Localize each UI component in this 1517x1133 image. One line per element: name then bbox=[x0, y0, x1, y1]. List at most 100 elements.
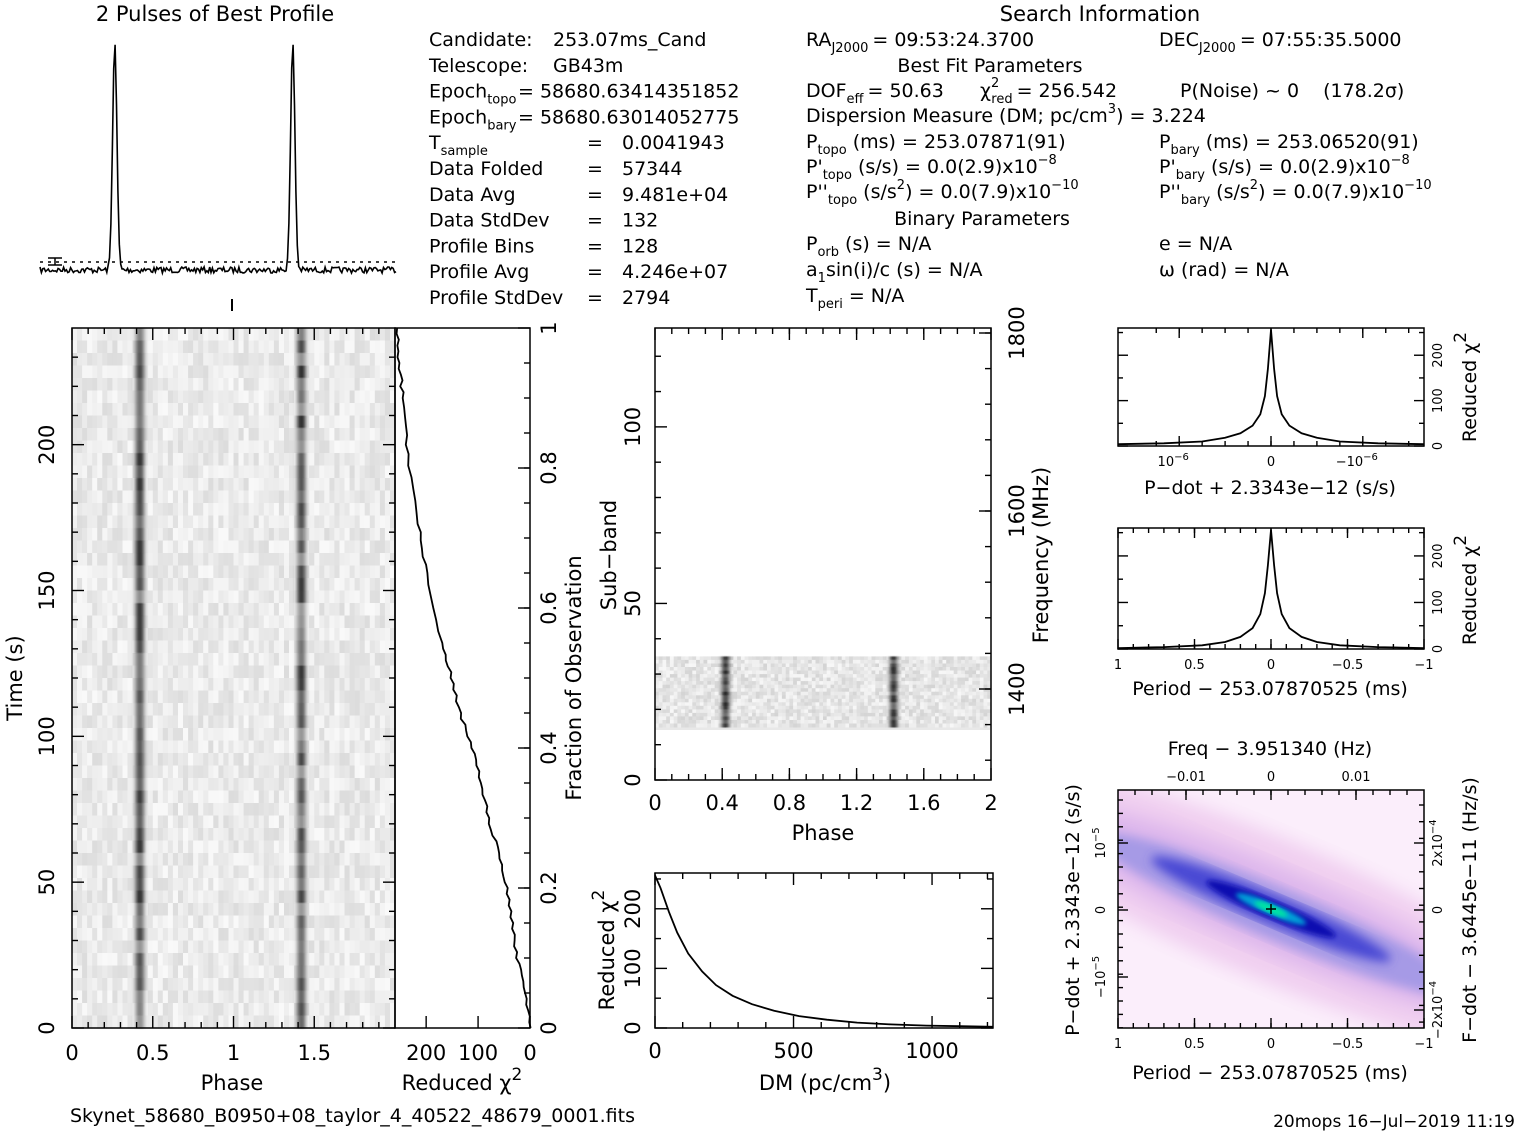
pdot-chi2-plot: 10−6 0 −10−6 0 100 200 P−dot + 2.3343e−12 (s/… bbox=[1117, 327, 1481, 499]
period-pdot-plot: Freq − 3.951340 (Hz) 1 0.5 0 −0.5 −1 −0.01 0 0.… bbox=[1062, 738, 1481, 1084]
period-chi2-xlabel: Period − 253.07870525 (ms) bbox=[1132, 678, 1408, 700]
info-value: 0.0041943 bbox=[622, 132, 725, 154]
x-tick-label: 0 bbox=[1267, 455, 1275, 470]
x2-tick-label: 0.01 bbox=[1342, 770, 1371, 785]
dof-line: DOFeff = 50.63 bbox=[806, 80, 944, 107]
pnoise-line: P(Noise) ~ 0 (178.2σ) bbox=[1180, 80, 1404, 102]
info-value: 253.07ms_Cand bbox=[553, 29, 706, 51]
pdot-chi2-line bbox=[1117, 329, 1425, 446]
y-tick-label: 0 bbox=[1094, 906, 1109, 914]
omega-line: ω (rad) = N/A bbox=[1159, 259, 1289, 281]
dm-chi2-line bbox=[654, 875, 994, 1028]
y2-tick-label: 1800 bbox=[1005, 306, 1029, 359]
a1-line: a1sin(i)/c (s) = N/A bbox=[806, 259, 982, 286]
info-value: GB43m bbox=[553, 55, 623, 77]
ra-line: RAJ2000 = 09:53:24.3700 bbox=[806, 29, 1034, 56]
chi2-time-frame bbox=[394, 327, 531, 1029]
chi2-time-axes: 200 100 00 0.2 0.4 0.6 0.8 1 bbox=[406, 321, 561, 1065]
x-tick-label: 500 bbox=[773, 1039, 813, 1063]
x-tick-label: 0.8 bbox=[773, 791, 806, 815]
y-tick-label: 100 bbox=[1431, 590, 1446, 615]
info-row: Data Avg bbox=[429, 184, 516, 206]
info-row: Telescope: bbox=[428, 55, 528, 77]
x-tick-label: −1 bbox=[1414, 658, 1433, 673]
x-tick-label: 0.5 bbox=[1184, 1037, 1205, 1052]
y-tick-label: 1 bbox=[537, 321, 561, 334]
y-tick-label: 50 bbox=[35, 869, 59, 896]
subband-axes: 0 0.4 0.8 1.2 1.6 2 0 50 100 1400 1600 1800 bbox=[621, 306, 1029, 815]
info-row: Epochtopo bbox=[429, 81, 516, 108]
dm-chi2-plot: 0 500 1000 0 100 200 DM (pc/cm3) Reduced χ2 bbox=[589, 872, 994, 1095]
y-tick-label: 10−5 bbox=[1091, 827, 1109, 858]
time-phase-plot: 0 0.5 1 1.5 0 50 100 150 200 Phase Time (s) bbox=[3, 327, 396, 1095]
profile-errorbar bbox=[48, 257, 62, 266]
y-tick-label: 100 bbox=[35, 716, 59, 756]
y2-tick-label: 1600 bbox=[1005, 484, 1029, 537]
period-chi2-frame bbox=[1117, 527, 1425, 650]
footer-stamp: 20mops 16−Jul−2019 11:19 bbox=[1273, 1112, 1515, 1132]
x-tick-label: 0.5 bbox=[1184, 658, 1205, 673]
subband-ylabel: Sub−band bbox=[597, 500, 621, 610]
pddtopo-line: P''topo (s/s2) = 0.0(7.9)x10−10 bbox=[806, 178, 1079, 208]
info-value: = 58680.63414351852 bbox=[518, 81, 739, 103]
subband-phase-plot: 0 0.4 0.8 1.2 1.6 2 0 50 100 1400 1600 1800 Phase S… bbox=[597, 306, 1053, 845]
info-value: 132 bbox=[622, 210, 658, 232]
x-tick-label: 0 bbox=[1267, 658, 1275, 673]
subband-y2label: Frequency (MHz) bbox=[1029, 467, 1053, 643]
x-tick-label: 1 bbox=[1114, 1037, 1122, 1052]
info-eq: = bbox=[587, 261, 603, 283]
tperi-line: Tperi = N/A bbox=[805, 285, 904, 312]
info-eq: = bbox=[587, 210, 603, 232]
info-value: 128 bbox=[622, 235, 658, 257]
pdot-chi2-xlabel: P−dot + 2.3343e−12 (s/s) bbox=[1144, 477, 1396, 499]
dm-chi2-frame bbox=[654, 872, 994, 1029]
y-tick-label: 0.6 bbox=[537, 591, 561, 624]
info-column-2: RAJ2000 = 09:53:24.3700 Best Fit Paramete… bbox=[805, 29, 1404, 312]
x-tick-label: −0.5 bbox=[1332, 658, 1364, 673]
y-tick-label: 0.2 bbox=[537, 871, 561, 904]
y-tick-label: 0 bbox=[1431, 645, 1446, 653]
x-tick-label: −10−6 bbox=[1336, 452, 1378, 470]
x-tick-label: 0 bbox=[65, 1041, 78, 1065]
pdot-chi2-axes: 10−6 0 −10−6 0 100 200 bbox=[1118, 328, 1446, 470]
x-tick-label: 1.5 bbox=[298, 1041, 331, 1065]
y-tick-label: 200 bbox=[35, 425, 59, 465]
time-phase-xlabel: Phase bbox=[201, 1071, 264, 1095]
y-tick-label: −10−5 bbox=[1091, 956, 1109, 998]
subband-image bbox=[655, 656, 992, 728]
info-value: 4.246e+07 bbox=[622, 261, 728, 283]
period-pdot-y2label: F−dot − 3.6445e−11 (Hz/s) bbox=[1459, 777, 1481, 1043]
porb-line: Porb (s) = N/A bbox=[806, 233, 931, 260]
info-row: Data StdDev bbox=[429, 210, 550, 232]
dm-chi2-axes: 0 500 1000 0 100 200 bbox=[621, 873, 993, 1063]
info-value: = 58680.63014052775 bbox=[518, 106, 739, 128]
period-pdot-ylabel: P−dot + 2.3343e−12 (s/s) bbox=[1062, 784, 1084, 1036]
x-tick-label: 0.5 bbox=[136, 1041, 169, 1065]
info-row: Profile Bins bbox=[429, 235, 534, 257]
time-phase-ylabel: Time (s) bbox=[3, 635, 27, 721]
period-chi2-plot: 1 0.5 0 −0.5 −1 0 100 200 Period − 253.07870525… bbox=[1114, 527, 1481, 700]
time-phase-image bbox=[72, 328, 396, 1029]
y-tick-label: 0.4 bbox=[537, 731, 561, 764]
info-column-1: Candidate: 253.07ms_Cand Telescope: GB43m Ep… bbox=[428, 29, 739, 309]
info-column-3: DECJ2000 = 07:55:35.5000 Pbary (ms) = 253.… bbox=[1159, 29, 1432, 281]
info-eq: = bbox=[587, 158, 603, 180]
y2-tick-label: −2x10−4 bbox=[1428, 981, 1446, 1039]
info-value: 57344 bbox=[622, 158, 682, 180]
info-row: Tsample bbox=[428, 132, 488, 159]
y-tick-label: 100 bbox=[621, 948, 645, 988]
x-tick-label: 10−6 bbox=[1158, 452, 1189, 470]
y-tick-label: 100 bbox=[621, 407, 645, 447]
info-eq: = bbox=[587, 287, 603, 309]
pdot-chi2-ylabel: Reduced χ2 bbox=[1451, 332, 1481, 442]
chi2-line: χ2 red = 256.542 bbox=[980, 76, 1117, 107]
x-tick-label: 0.4 bbox=[705, 791, 738, 815]
pbary-line: Pbary (ms) = 253.06520(91) bbox=[1159, 131, 1419, 158]
x-tick-label: 1.2 bbox=[840, 791, 873, 815]
search-info-title: Search Information bbox=[1000, 2, 1200, 26]
footer-filename: Skynet_58680_B0950+08_taylor_4_40522_486… bbox=[70, 1105, 635, 1127]
x-tick-label: 1000 bbox=[905, 1039, 958, 1063]
x-tick-label: 1 bbox=[1114, 658, 1122, 673]
pdbary-line: P'bary (s/s) = 0.0(2.9)x10−8 bbox=[1159, 153, 1410, 183]
